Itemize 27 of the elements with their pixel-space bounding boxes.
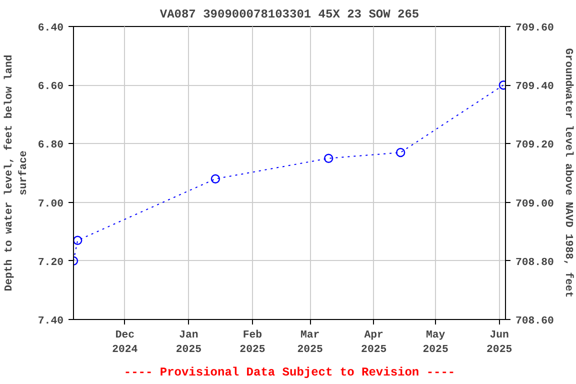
y-tick-label: 6.80 xyxy=(38,140,64,152)
point xyxy=(210,174,220,184)
y-tick-label: 6.40 xyxy=(38,22,64,34)
x-tick-label: Apr 2025 xyxy=(361,330,387,356)
y-tick-label: 7.00 xyxy=(38,198,64,210)
x-tick-label: Jan 2025 xyxy=(176,330,202,356)
point xyxy=(74,236,82,245)
y2-tick-label: 708.80 xyxy=(516,256,554,269)
chart-title: VA087 390900078103301 45X 23 SOW 265 xyxy=(160,8,420,22)
x-tick-label: Feb 2025 xyxy=(240,330,266,356)
y2-tick-label: 709.00 xyxy=(516,198,554,210)
text: ---- Provisional Data Subject to Revision ---- xyxy=(124,366,456,380)
x-tick-label: May 2025 xyxy=(422,330,448,356)
y2-tick-label: 708.60 xyxy=(516,316,554,328)
point xyxy=(324,154,334,163)
y-tick-label: 6.60 xyxy=(38,81,64,94)
y2-axis-title: Groundwater level above NAVD 1988, feet xyxy=(562,48,574,298)
y-tick-label: 7.40 xyxy=(38,316,64,328)
y-tick-label: 7.20 xyxy=(38,256,64,269)
x-tick-label: Jun 2025 xyxy=(486,330,512,356)
y2-tick-label: 709.20 xyxy=(516,140,554,152)
x-tick-label: Mar 2025 xyxy=(297,330,323,356)
y2-tick-label: 709.60 xyxy=(516,22,554,34)
point xyxy=(396,148,406,158)
x-tick-label: Dec 2024 xyxy=(112,330,138,356)
y2-tick-label: 709.40 xyxy=(516,81,554,94)
y-axis-title: Depth to water level, feet below land surface xyxy=(4,54,30,292)
